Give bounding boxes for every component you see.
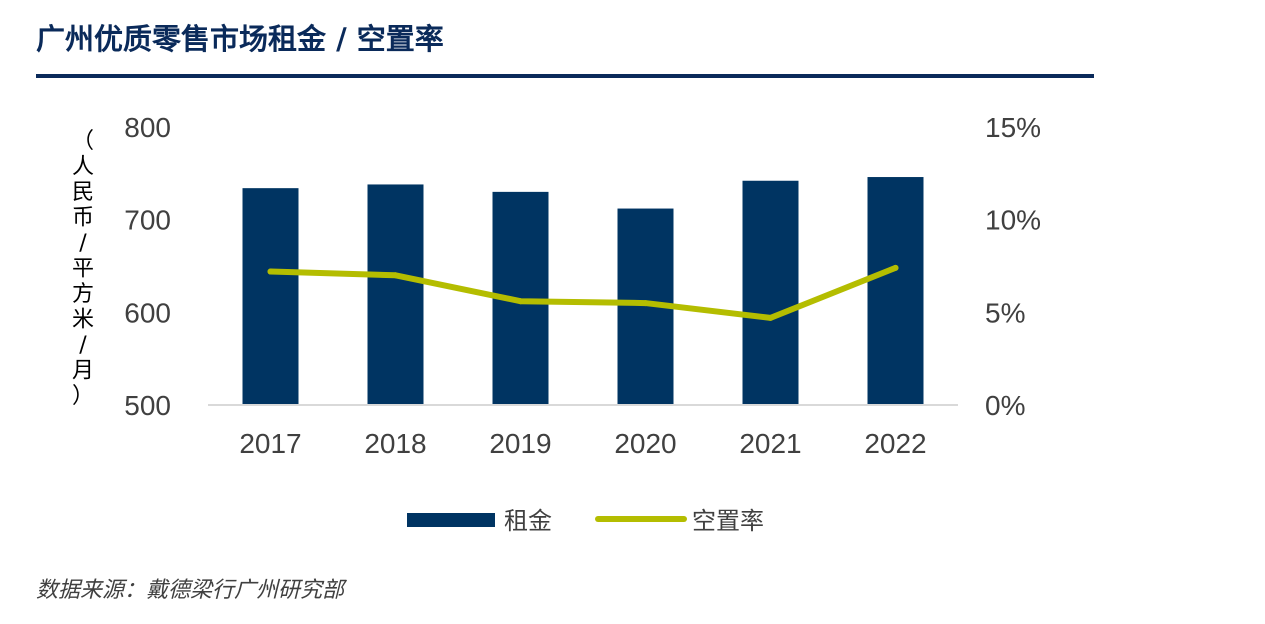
y-right-tick-label: 10% <box>985 205 1041 236</box>
y-left-tick-label: 600 <box>124 297 171 328</box>
x-tick-label: 2020 <box>614 428 676 459</box>
vacancy-line <box>267 264 899 321</box>
y-axis-label-char: 平 <box>72 257 94 282</box>
x-tick-label: 2017 <box>239 428 301 459</box>
y-axis-label-char: 月 <box>72 359 94 384</box>
x-tick-label: 2019 <box>489 428 551 459</box>
bar-2018 <box>367 184 424 405</box>
vacancy-point-2019 <box>517 298 524 305</box>
y-left-tick-label: 500 <box>124 390 171 421</box>
chart-title: 广州优质零售市场租金 / 空置率 <box>36 22 444 56</box>
vacancy-point-2022 <box>892 264 899 271</box>
x-tick-label: 2018 <box>364 428 426 459</box>
y-right-tick-label: 0% <box>985 390 1025 421</box>
y-axis-label-char: （ <box>72 129 94 154</box>
y-axis-label-char: ） <box>72 384 94 409</box>
vacancy-point-2020 <box>642 300 649 307</box>
vacancy-point-2021 <box>767 314 774 321</box>
y-right-tick-label: 5% <box>985 297 1025 328</box>
x-tick-label: 2021 <box>739 428 801 459</box>
y-axis-label-char: / <box>79 333 87 358</box>
y-axis-label-char: 方 <box>72 282 94 307</box>
vacancy-point-2017 <box>267 268 274 275</box>
title-rule <box>36 74 1094 78</box>
y-right-tick-label: 15% <box>985 112 1041 143</box>
y-axis-label-char: 人 <box>72 155 94 180</box>
source-note: 数据来源：戴德梁行广州研究部 <box>36 578 345 603</box>
bar-2021 <box>742 180 799 405</box>
y-axis-label-char: 民 <box>72 180 94 205</box>
bar-2022 <box>867 177 924 405</box>
vacancy-point-2018 <box>392 272 399 279</box>
y-left-tick-label: 800 <box>124 112 171 143</box>
y-axis-label: （人民币/平方米/月） <box>72 129 94 409</box>
legend-rent-swatch <box>407 513 495 527</box>
y-left-tick-label: 700 <box>124 205 171 236</box>
y-axis-label-char: / <box>79 231 87 256</box>
y-axis-label-char: 币 <box>72 206 94 231</box>
bar-2017 <box>242 188 299 405</box>
y-axis-label-char: 米 <box>72 308 94 333</box>
legend-rent-label: 租金 <box>504 507 552 535</box>
legend-vacancy-label: 空置率 <box>692 507 764 535</box>
x-tick-label: 2022 <box>864 428 926 459</box>
